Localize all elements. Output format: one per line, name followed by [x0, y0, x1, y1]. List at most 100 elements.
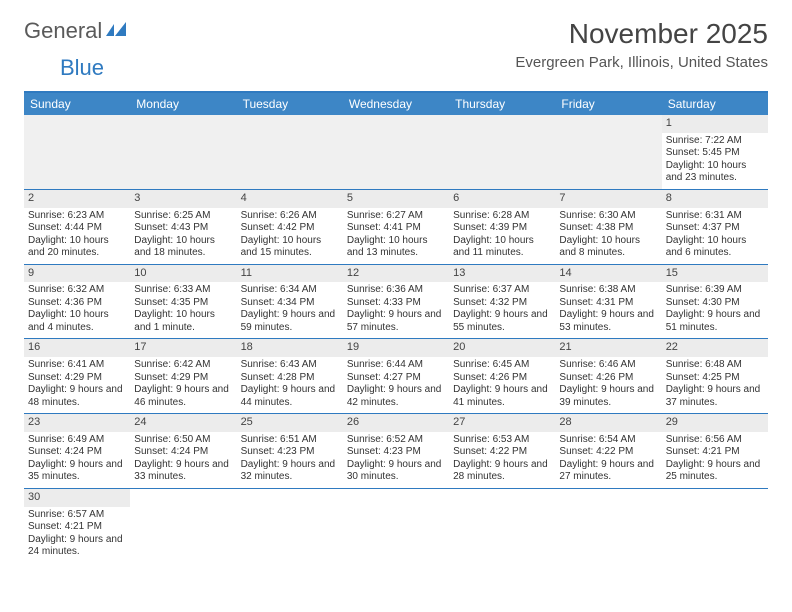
daylight-line: Daylight: 10 hours and 6 minutes. [666, 235, 764, 260]
day-cell-empty [449, 489, 555, 563]
day-number: 11 [237, 265, 343, 283]
sunset-line: Sunset: 4:24 PM [28, 446, 126, 459]
day-body: Sunrise: 6:41 AMSunset: 4:29 PMDaylight:… [24, 357, 130, 413]
day-body: Sunrise: 6:53 AMSunset: 4:22 PMDaylight:… [449, 432, 555, 488]
sunrise-line: Sunrise: 6:57 AM [28, 509, 126, 522]
sunset-line: Sunset: 4:32 PM [453, 297, 551, 310]
day-number: 22 [662, 339, 768, 357]
sunrise-line: Sunrise: 6:51 AM [241, 434, 339, 447]
daylight-line: Daylight: 10 hours and 13 minutes. [347, 235, 445, 260]
day-cell: 2Sunrise: 6:23 AMSunset: 4:44 PMDaylight… [24, 190, 130, 264]
sunset-line: Sunset: 4:43 PM [134, 222, 232, 235]
sunrise-line: Sunrise: 6:30 AM [559, 210, 657, 223]
sunrise-line: Sunrise: 7:22 AM [666, 135, 764, 148]
day-body: Sunrise: 6:51 AMSunset: 4:23 PMDaylight:… [237, 432, 343, 488]
sunrise-line: Sunrise: 6:23 AM [28, 210, 126, 223]
daylight-line: Daylight: 9 hours and 30 minutes. [347, 459, 445, 484]
sunset-line: Sunset: 4:44 PM [28, 222, 126, 235]
daylight-line: Daylight: 9 hours and 25 minutes. [666, 459, 764, 484]
day-cell-empty [237, 489, 343, 563]
day-number: 27 [449, 414, 555, 432]
day-cell-empty [24, 115, 130, 189]
daylight-line: Daylight: 9 hours and 35 minutes. [28, 459, 126, 484]
sunrise-line: Sunrise: 6:34 AM [241, 284, 339, 297]
daylight-line: Daylight: 10 hours and 11 minutes. [453, 235, 551, 260]
sunset-line: Sunset: 4:29 PM [134, 372, 232, 385]
sunset-line: Sunset: 4:26 PM [453, 372, 551, 385]
day-body: Sunrise: 6:42 AMSunset: 4:29 PMDaylight:… [130, 357, 236, 413]
day-cell: 14Sunrise: 6:38 AMSunset: 4:31 PMDayligh… [555, 265, 661, 339]
day-cell-empty [343, 489, 449, 563]
day-body: Sunrise: 6:31 AMSunset: 4:37 PMDaylight:… [662, 208, 768, 264]
daylight-line: Daylight: 9 hours and 27 minutes. [559, 459, 657, 484]
sunset-line: Sunset: 4:28 PM [241, 372, 339, 385]
weekday-header: Monday [130, 93, 236, 115]
day-body: Sunrise: 6:38 AMSunset: 4:31 PMDaylight:… [555, 282, 661, 338]
daylight-line: Daylight: 10 hours and 15 minutes. [241, 235, 339, 260]
day-body: Sunrise: 6:45 AMSunset: 4:26 PMDaylight:… [449, 357, 555, 413]
daylight-line: Daylight: 10 hours and 1 minute. [134, 309, 232, 334]
sunset-line: Sunset: 4:27 PM [347, 372, 445, 385]
sunset-line: Sunset: 4:23 PM [347, 446, 445, 459]
weekday-header: Saturday [662, 93, 768, 115]
day-body: Sunrise: 6:28 AMSunset: 4:39 PMDaylight:… [449, 208, 555, 264]
day-cell: 12Sunrise: 6:36 AMSunset: 4:33 PMDayligh… [343, 265, 449, 339]
logo: General [24, 18, 134, 44]
day-body: Sunrise: 6:30 AMSunset: 4:38 PMDaylight:… [555, 208, 661, 264]
day-number: 14 [555, 265, 661, 283]
sunrise-line: Sunrise: 6:49 AM [28, 434, 126, 447]
daylight-line: Daylight: 10 hours and 4 minutes. [28, 309, 126, 334]
week-row: 16Sunrise: 6:41 AMSunset: 4:29 PMDayligh… [24, 339, 768, 414]
day-cell: 21Sunrise: 6:46 AMSunset: 4:26 PMDayligh… [555, 339, 661, 413]
day-number: 7 [555, 190, 661, 208]
sunset-line: Sunset: 5:45 PM [666, 147, 764, 160]
day-body: Sunrise: 6:32 AMSunset: 4:36 PMDaylight:… [24, 282, 130, 338]
week-row: 30Sunrise: 6:57 AMSunset: 4:21 PMDayligh… [24, 489, 768, 563]
day-number: 25 [237, 414, 343, 432]
sunset-line: Sunset: 4:34 PM [241, 297, 339, 310]
sunrise-line: Sunrise: 6:54 AM [559, 434, 657, 447]
day-number: 28 [555, 414, 661, 432]
day-number: 19 [343, 339, 449, 357]
day-cell-empty [130, 115, 236, 189]
day-cell: 5Sunrise: 6:27 AMSunset: 4:41 PMDaylight… [343, 190, 449, 264]
day-body: Sunrise: 6:54 AMSunset: 4:22 PMDaylight:… [555, 432, 661, 488]
daylight-line: Daylight: 9 hours and 33 minutes. [134, 459, 232, 484]
daylight-line: Daylight: 9 hours and 55 minutes. [453, 309, 551, 334]
logo-text-general: General [24, 18, 102, 44]
day-body: Sunrise: 6:23 AMSunset: 4:44 PMDaylight:… [24, 208, 130, 264]
day-body: Sunrise: 6:49 AMSunset: 4:24 PMDaylight:… [24, 432, 130, 488]
day-cell: 6Sunrise: 6:28 AMSunset: 4:39 PMDaylight… [449, 190, 555, 264]
week-row: 2Sunrise: 6:23 AMSunset: 4:44 PMDaylight… [24, 190, 768, 265]
location: Evergreen Park, Illinois, United States [515, 54, 768, 71]
sunrise-line: Sunrise: 6:53 AM [453, 434, 551, 447]
day-number: 18 [237, 339, 343, 357]
weekday-header: Wednesday [343, 93, 449, 115]
day-body: Sunrise: 6:56 AMSunset: 4:21 PMDaylight:… [662, 432, 768, 488]
day-cell: 4Sunrise: 6:26 AMSunset: 4:42 PMDaylight… [237, 190, 343, 264]
day-number: 4 [237, 190, 343, 208]
daylight-line: Daylight: 9 hours and 39 minutes. [559, 384, 657, 409]
sunset-line: Sunset: 4:33 PM [347, 297, 445, 310]
day-cell-empty [343, 115, 449, 189]
weekday-header: Friday [555, 93, 661, 115]
sunrise-line: Sunrise: 6:26 AM [241, 210, 339, 223]
day-body: Sunrise: 7:22 AMSunset: 5:45 PMDaylight:… [662, 133, 768, 189]
daylight-line: Daylight: 9 hours and 57 minutes. [347, 309, 445, 334]
sunset-line: Sunset: 4:22 PM [559, 446, 657, 459]
weeks-container: 1Sunrise: 7:22 AMSunset: 5:45 PMDaylight… [24, 115, 768, 563]
sunset-line: Sunset: 4:24 PM [134, 446, 232, 459]
day-number: 13 [449, 265, 555, 283]
day-number: 9 [24, 265, 130, 283]
day-number: 15 [662, 265, 768, 283]
day-number: 30 [24, 489, 130, 507]
sunset-line: Sunset: 4:31 PM [559, 297, 657, 310]
day-cell: 3Sunrise: 6:25 AMSunset: 4:43 PMDaylight… [130, 190, 236, 264]
weekday-row: SundayMondayTuesdayWednesdayThursdayFrid… [24, 93, 768, 115]
sunrise-line: Sunrise: 6:37 AM [453, 284, 551, 297]
daylight-line: Daylight: 9 hours and 32 minutes. [241, 459, 339, 484]
sunrise-line: Sunrise: 6:25 AM [134, 210, 232, 223]
day-number: 1 [662, 115, 768, 133]
day-cell: 17Sunrise: 6:42 AMSunset: 4:29 PMDayligh… [130, 339, 236, 413]
sunset-line: Sunset: 4:39 PM [453, 222, 551, 235]
